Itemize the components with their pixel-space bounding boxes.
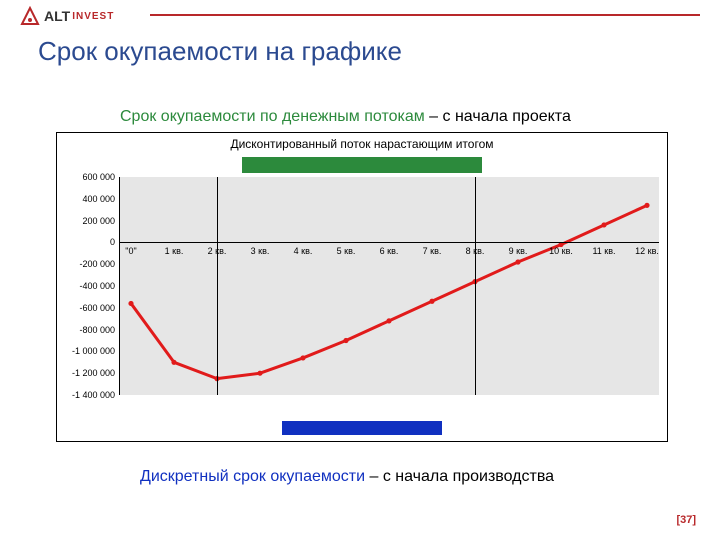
x-axis-tick: 3 кв. bbox=[251, 246, 270, 256]
chart-title: Дисконтированный поток нарастающим итого… bbox=[57, 137, 667, 151]
y-axis-tick: 200 000 bbox=[82, 216, 119, 226]
y-axis-tick: 0 bbox=[110, 237, 119, 247]
header-rule bbox=[150, 14, 700, 16]
x-axis-tick: 1 кв. bbox=[165, 246, 184, 256]
series-marker bbox=[515, 259, 520, 264]
series-marker bbox=[644, 203, 649, 208]
series-line bbox=[119, 177, 659, 395]
chart-container: Дисконтированный поток нарастающим итого… bbox=[56, 132, 668, 442]
chart-plot-area: 600 000400 000200 0000-200 000-400 000-6… bbox=[119, 177, 659, 395]
caption-bottom: Дискретный срок окупаемости – с начала п… bbox=[140, 468, 554, 486]
series-path bbox=[131, 205, 647, 378]
x-axis-tick: 12 кв. bbox=[635, 246, 659, 256]
x-axis-tick: 4 кв. bbox=[294, 246, 313, 256]
series-marker bbox=[300, 355, 305, 360]
brand-sub: INVEST bbox=[72, 11, 114, 22]
page-number: [37] bbox=[676, 514, 696, 526]
series-marker bbox=[257, 371, 262, 376]
series-marker bbox=[171, 360, 176, 365]
legend-bar-bottom bbox=[282, 421, 442, 435]
y-axis-tick: -1 200 000 bbox=[72, 368, 119, 378]
vertical-marker bbox=[475, 177, 476, 395]
y-axis-tick: -200 000 bbox=[79, 259, 119, 269]
y-axis-tick: -400 000 bbox=[79, 281, 119, 291]
brand-logo: ALT INVEST bbox=[20, 6, 114, 26]
caption-top-rest: – с начала проекта bbox=[425, 108, 571, 125]
series-marker bbox=[601, 222, 606, 227]
y-axis-tick: 600 000 bbox=[82, 172, 119, 182]
brand-name: ALT bbox=[44, 8, 70, 24]
slide-title: Срок окупаемости на графике bbox=[38, 36, 402, 67]
series-marker bbox=[343, 338, 348, 343]
series-marker bbox=[429, 299, 434, 304]
series-marker bbox=[386, 318, 391, 323]
caption-top-highlight: Срок окупаемости по денежным потокам bbox=[120, 108, 425, 125]
y-axis-line bbox=[119, 177, 120, 395]
x-axis-tick: 6 кв. bbox=[380, 246, 399, 256]
brand-mark-icon bbox=[20, 6, 40, 26]
caption-bottom-highlight: Дискретный срок окупаемости bbox=[140, 468, 365, 485]
zero-axis bbox=[119, 242, 659, 243]
legend-bar-top bbox=[242, 157, 482, 173]
x-axis-tick: 7 кв. bbox=[423, 246, 442, 256]
x-axis-tick: 11 кв. bbox=[592, 246, 615, 256]
series-marker bbox=[128, 301, 133, 306]
x-axis-tick: 10 кв. bbox=[549, 246, 573, 256]
vertical-marker bbox=[217, 177, 218, 395]
y-axis-tick: -600 000 bbox=[79, 303, 119, 313]
x-axis-tick: 5 кв. bbox=[337, 246, 356, 256]
y-axis-tick: -1 400 000 bbox=[72, 390, 119, 400]
caption-bottom-rest: – с начала производства bbox=[365, 468, 554, 485]
y-axis-tick: 400 000 bbox=[82, 194, 119, 204]
y-axis-tick: -800 000 bbox=[79, 325, 119, 335]
x-axis-tick: 9 кв. bbox=[509, 246, 528, 256]
caption-top: Срок окупаемости по денежным потокам – с… bbox=[120, 108, 571, 126]
x-axis-tick: "0" bbox=[125, 246, 136, 256]
y-axis-tick: -1 000 000 bbox=[72, 346, 119, 356]
